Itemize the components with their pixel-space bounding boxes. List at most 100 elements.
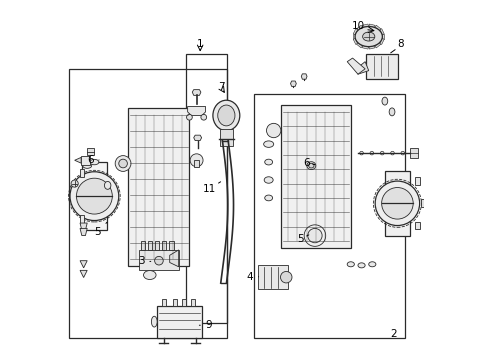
Ellipse shape [309, 163, 314, 168]
Bar [162, 299, 167, 306]
Circle shape [401, 151, 405, 155]
Ellipse shape [355, 27, 382, 46]
Polygon shape [74, 157, 81, 163]
Circle shape [391, 151, 394, 155]
Polygon shape [363, 46, 368, 49]
Polygon shape [375, 25, 381, 31]
Bar [80, 168, 84, 177]
Polygon shape [301, 74, 307, 79]
Bar [148, 241, 152, 250]
Text: 4: 4 [246, 272, 259, 282]
Text: 8: 8 [398, 39, 404, 49]
Polygon shape [353, 34, 355, 40]
Text: 1: 1 [197, 39, 203, 49]
Ellipse shape [358, 263, 365, 268]
Circle shape [187, 114, 192, 120]
Text: 7: 7 [219, 82, 225, 92]
Circle shape [119, 159, 127, 168]
Bar [81, 156, 90, 165]
Polygon shape [357, 25, 363, 31]
Bar [254, 94, 405, 338]
Circle shape [76, 178, 112, 214]
Polygon shape [347, 58, 365, 74]
Text: 11: 11 [202, 182, 220, 194]
Ellipse shape [347, 262, 354, 267]
Bar [128, 108, 190, 266]
Bar [281, 105, 351, 248]
Ellipse shape [368, 262, 376, 267]
Polygon shape [80, 228, 87, 235]
Polygon shape [194, 135, 201, 140]
Polygon shape [170, 250, 179, 267]
Polygon shape [369, 24, 375, 27]
Polygon shape [80, 261, 87, 268]
Circle shape [71, 180, 78, 187]
Bar [155, 241, 159, 250]
Bar [258, 265, 288, 289]
Bar [416, 177, 419, 185]
Polygon shape [375, 42, 381, 48]
Text: 3: 3 [138, 256, 151, 266]
Text: 6: 6 [303, 158, 315, 168]
Polygon shape [353, 38, 358, 44]
Bar [157, 306, 202, 338]
Bar [141, 241, 145, 250]
Ellipse shape [104, 181, 111, 189]
Bar [410, 148, 418, 158]
Bar [69, 69, 227, 338]
Ellipse shape [213, 100, 240, 131]
Ellipse shape [265, 159, 272, 165]
Circle shape [190, 154, 203, 167]
Circle shape [267, 123, 281, 138]
Polygon shape [188, 107, 205, 116]
Polygon shape [363, 24, 368, 27]
Polygon shape [192, 90, 201, 95]
FancyBboxPatch shape [366, 54, 398, 78]
Bar [80, 215, 84, 224]
Bar [173, 299, 177, 306]
Circle shape [360, 151, 364, 155]
Bar [170, 241, 173, 250]
Circle shape [201, 114, 207, 120]
Bar [87, 148, 94, 155]
Polygon shape [382, 34, 385, 40]
Ellipse shape [382, 97, 388, 105]
Circle shape [155, 256, 163, 265]
Text: 2: 2 [391, 329, 397, 339]
Polygon shape [353, 29, 358, 35]
Bar [385, 171, 410, 235]
Bar [220, 129, 233, 146]
Bar [162, 241, 167, 250]
Text: 5: 5 [297, 234, 309, 244]
Polygon shape [80, 270, 87, 278]
Ellipse shape [218, 105, 235, 126]
Ellipse shape [264, 141, 274, 147]
Ellipse shape [83, 163, 92, 168]
Circle shape [308, 228, 322, 243]
Ellipse shape [389, 108, 395, 116]
Circle shape [380, 151, 384, 155]
Text: 6: 6 [87, 155, 99, 165]
Bar [82, 162, 107, 230]
Polygon shape [380, 29, 384, 35]
Circle shape [70, 172, 119, 221]
Bar [139, 250, 179, 270]
Ellipse shape [363, 32, 375, 41]
Bar [186, 54, 227, 323]
Text: 5: 5 [95, 222, 107, 237]
Polygon shape [380, 38, 384, 44]
FancyBboxPatch shape [421, 199, 429, 207]
Ellipse shape [265, 195, 272, 201]
Polygon shape [291, 81, 296, 86]
Circle shape [370, 151, 374, 155]
Polygon shape [356, 62, 368, 74]
Circle shape [375, 181, 419, 226]
Ellipse shape [144, 271, 156, 279]
Circle shape [280, 271, 292, 283]
Bar [416, 222, 419, 229]
Text: 9: 9 [199, 320, 213, 330]
Ellipse shape [151, 316, 157, 327]
Ellipse shape [90, 159, 99, 165]
Polygon shape [357, 42, 363, 48]
Circle shape [382, 188, 413, 219]
